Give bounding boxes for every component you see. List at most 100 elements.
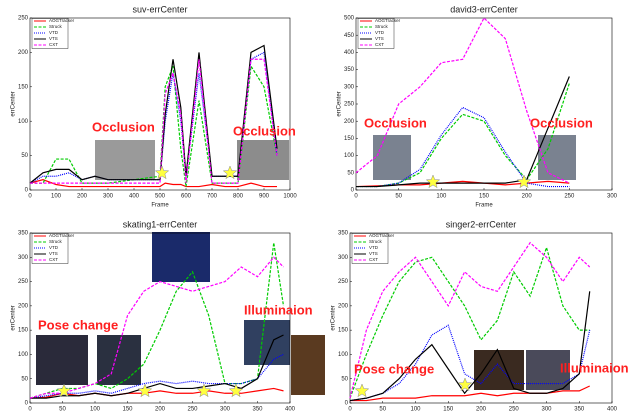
- x-tick-label: 250: [509, 407, 520, 413]
- x-tick-label: 300: [607, 194, 618, 200]
- photo: [244, 320, 290, 365]
- x-tick-label: 50: [379, 407, 386, 413]
- x-tick-label: 50: [59, 407, 66, 413]
- legend-label: CXT: [369, 257, 378, 262]
- y-tick-label: 300: [18, 255, 29, 261]
- legend-label: Struck: [369, 239, 383, 244]
- photo: [152, 232, 210, 282]
- x-tick-label: 400: [607, 407, 618, 413]
- x-tick-label: 150: [122, 407, 133, 413]
- legend-label: Struck: [49, 24, 63, 29]
- y-tick-label: 250: [18, 16, 29, 22]
- y-tick-label: 200: [18, 303, 29, 309]
- y-tick-label: 350: [18, 231, 29, 237]
- x-tick-label: 200: [476, 407, 487, 413]
- x-tick-label: 100: [436, 194, 447, 200]
- photo: [95, 140, 155, 180]
- event-star: [426, 175, 439, 188]
- y-tick-label: 50: [21, 153, 28, 159]
- annotation: Pose change: [354, 361, 434, 376]
- x-tick-label: 50: [395, 194, 402, 200]
- x-tick-label: 300: [541, 407, 552, 413]
- x-tick-label: 600: [181, 194, 192, 200]
- x-tick-label: 0: [348, 407, 352, 413]
- event-star: [155, 166, 168, 179]
- y-tick-label: 400: [344, 50, 355, 56]
- legend-label: Struck: [49, 239, 63, 244]
- x-tick-label: 200: [522, 194, 533, 200]
- x-tick-label: 0: [28, 407, 32, 413]
- y-tick-label: 200: [338, 303, 349, 309]
- event-star: [355, 384, 368, 397]
- legend-label: AOGTracker: [369, 233, 395, 238]
- photo-insets: [36, 135, 576, 395]
- y-tick-label: 500: [344, 16, 355, 22]
- y-tick-label: 300: [344, 84, 355, 90]
- y-tick-label: 100: [338, 352, 349, 358]
- y-tick-label: 450: [344, 33, 355, 39]
- legend-label: VTD: [49, 30, 59, 35]
- legend-label: VTS: [375, 36, 384, 41]
- y-tick-label: 100: [344, 153, 355, 159]
- figure: suv-errCenterFrameerrCenter0100200300400…: [0, 0, 634, 415]
- annotation: Occlusion: [364, 115, 427, 130]
- annotation: Occlusion: [92, 119, 155, 134]
- y-tick-label: 150: [344, 136, 355, 142]
- legend-label: Struck: [375, 24, 389, 29]
- x-tick-label: 900: [259, 194, 270, 200]
- photo: [291, 335, 325, 395]
- legend-label: VTD: [49, 245, 59, 250]
- legend-label: VTD: [375, 30, 385, 35]
- legend-label: VTS: [369, 251, 378, 256]
- x-tick-label: 250: [564, 194, 575, 200]
- x-tick-label: 300: [220, 407, 231, 413]
- event-star: [458, 378, 471, 391]
- y-tick-label: 300: [338, 255, 349, 261]
- chart-title: skating1-errCenter: [123, 219, 198, 229]
- y-axis-label: errCenter: [11, 305, 17, 330]
- y-tick-label: 150: [18, 328, 29, 334]
- y-tick-label: 200: [344, 119, 355, 125]
- x-tick-label: 400: [285, 407, 296, 413]
- annotation: Illuminaion: [560, 360, 629, 375]
- legend-label: AOGTracker: [49, 233, 75, 238]
- annotation: Illuminaion: [244, 302, 313, 317]
- y-tick-label: 100: [18, 352, 29, 358]
- x-tick-label: 350: [252, 407, 263, 413]
- annotation: Pose change: [38, 317, 118, 332]
- legend-label: AOGTracker: [49, 18, 75, 23]
- legend-label: CXT: [375, 42, 384, 47]
- legend-label: VTS: [49, 251, 58, 256]
- x-tick-label: 100: [51, 194, 62, 200]
- x-tick-label: 0: [354, 194, 358, 200]
- y-tick-label: 150: [338, 328, 349, 334]
- x-axis-label: Frame: [151, 203, 169, 209]
- x-tick-label: 500: [155, 194, 166, 200]
- legend-label: VTD: [369, 245, 379, 250]
- y-axis-label: errCenter: [11, 91, 17, 116]
- legend-label: AOGTracker: [375, 18, 401, 23]
- x-tick-label: 150: [443, 407, 454, 413]
- y-tick-label: 250: [338, 279, 349, 285]
- annotation: Occlusion: [530, 115, 593, 130]
- y-tick-label: 50: [341, 376, 348, 382]
- photo: [97, 335, 141, 385]
- x-tick-label: 350: [574, 407, 585, 413]
- y-tick-label: 150: [18, 84, 29, 90]
- x-tick-label: 0: [28, 194, 32, 200]
- y-tick-label: 350: [338, 231, 349, 237]
- legend-label: CXT: [49, 42, 58, 47]
- x-tick-label: 700: [207, 194, 218, 200]
- legend-label: VTS: [49, 36, 58, 41]
- y-tick-label: 50: [21, 376, 28, 382]
- x-tick-label: 250: [187, 407, 198, 413]
- y-axis-label: errCenter: [331, 305, 337, 330]
- x-tick-label: 100: [90, 407, 101, 413]
- chart-title: singer2-errCenter: [446, 219, 517, 229]
- event-star: [138, 384, 151, 397]
- y-tick-label: 200: [18, 50, 29, 56]
- x-tick-label: 100: [410, 407, 421, 413]
- y-axis-label: errCenter: [337, 91, 343, 116]
- photo: [237, 140, 289, 180]
- x-tick-label: 1000: [283, 194, 297, 200]
